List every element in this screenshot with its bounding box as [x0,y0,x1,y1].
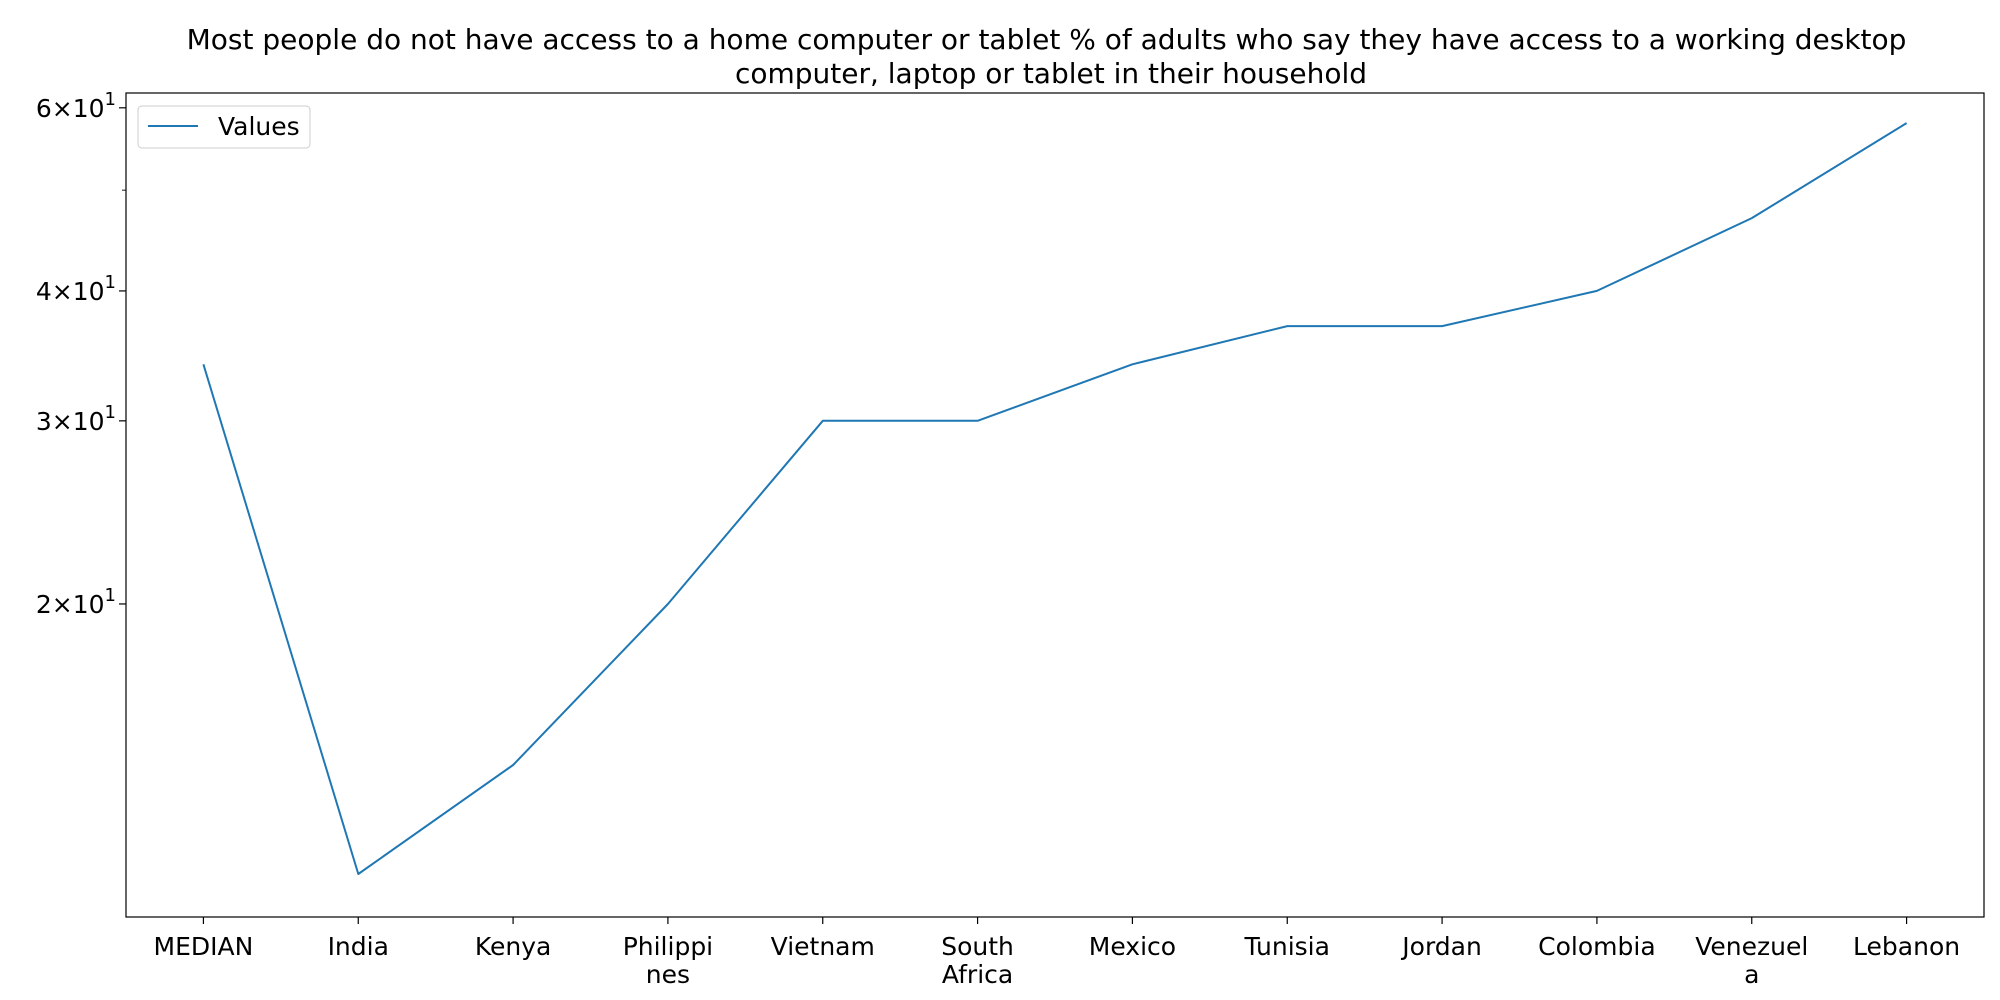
x-tick-label-line: Jordan [1400,932,1482,961]
x-tick-label: Mexico [1089,932,1176,961]
legend-label: Values [218,112,300,141]
legend: Values [137,105,311,149]
y-tick-base: 10 [73,277,105,306]
x-tick-label-line: MEDIAN [154,932,254,961]
y-tick-exponent: 1 [105,585,116,606]
y-tick-mantissa: 4 [36,277,52,306]
x-axis: MEDIAN India Kenya Philippi nes Vietnam South A… [154,917,1960,989]
chart-title-line-1: Most people do not have access to a home… [187,23,1907,56]
y-tick-exponent: 1 [105,272,116,293]
y-tick-label: 6×101 [36,89,116,123]
x-tick-label: Lebanon [1853,932,1960,961]
x-tick-label-line: Colombia [1538,932,1655,961]
y-tick-times: × [52,407,73,436]
x-tick-label: Vietnam [771,932,875,961]
x-tick-label-line: nes [646,960,690,989]
x-tick-label-line: Mexico [1089,932,1176,961]
x-tick-label-line: Lebanon [1853,932,1960,961]
y-tick-exponent: 1 [105,89,116,110]
x-tick-label-line: India [328,932,389,961]
y-tick-exponent: 1 [105,402,116,423]
x-tick-label-line: Africa [942,960,1013,989]
y-tick-times: × [52,94,73,123]
x-tick-label: Jordan [1400,932,1482,961]
x-tick-label: India [328,932,389,961]
y-tick-label: 3×101 [36,402,116,436]
x-tick-label-line: Tunisia [1244,932,1330,961]
y-tick-label: 4×101 [36,272,116,306]
x-tick-label: Tunisia [1244,932,1330,961]
x-tick-label-line: Philippi [623,932,713,961]
x-tick-label-line: Vietnam [771,932,875,961]
x-tick-label-line: a [1744,960,1759,989]
y-tick-base: 10 [73,407,105,436]
x-tick-label-line: Venezuel [1695,932,1808,961]
y-tick-times: × [52,590,73,619]
chart-title-line-2: computer, laptop or tablet in their hous… [735,57,1367,90]
y-tick-base: 10 [73,590,105,619]
x-tick-label: South Africa [941,932,1014,989]
y-tick-base: 10 [73,94,105,123]
y-tick-mantissa: 6 [36,94,52,123]
legend-box [137,105,311,149]
plot-area [125,92,1985,918]
y-tick-times: × [52,277,73,306]
y-tick-mantissa: 2 [36,590,52,619]
y-tick-label: 2×101 [36,585,116,619]
series-line [202,122,1908,875]
x-tick-label-line: South [941,932,1014,961]
series-layer [202,122,1908,875]
x-tick-label: Colombia [1538,932,1655,961]
x-tick-label-line: Kenya [475,932,552,961]
x-tick-label: Philippi nes [623,932,713,989]
x-tick-label: Kenya [475,932,552,961]
x-tick-label: Venezuel a [1695,932,1808,989]
x-tick-label: MEDIAN [154,932,254,961]
y-tick-mantissa: 3 [36,407,52,436]
chart-title: Most people do not have access to a home… [187,23,1916,90]
